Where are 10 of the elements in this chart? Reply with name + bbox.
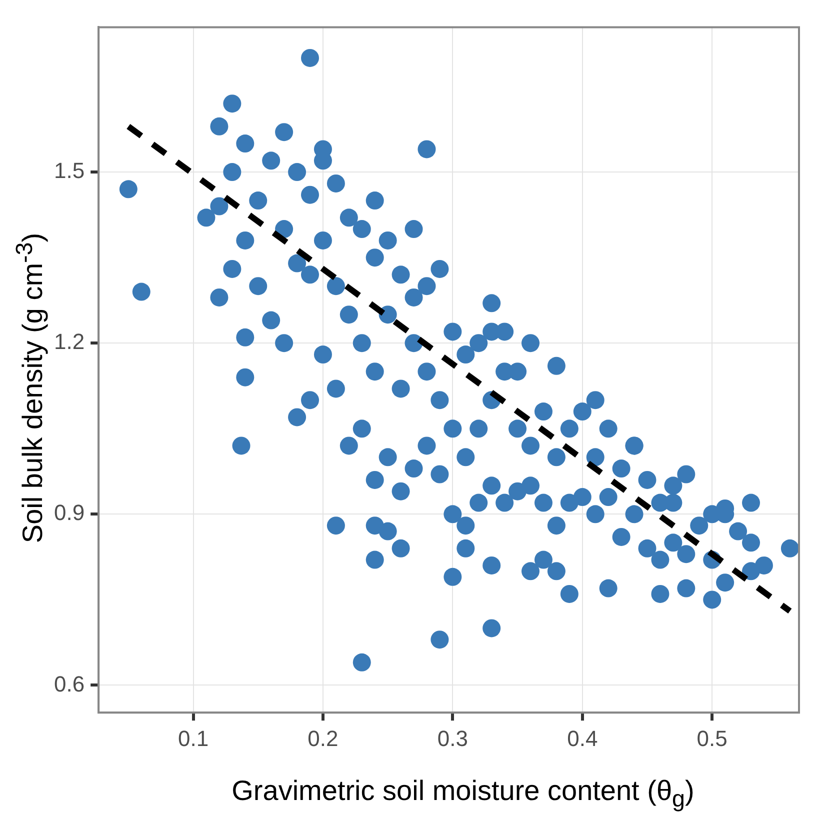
y-tick-label: 1.5: [54, 158, 85, 184]
x-tick-label: 0.2: [308, 726, 338, 751]
x-tick-label: 0.1: [178, 726, 209, 751]
x-axis-title: Gravimetric soil moisture content (θ$_{g}$): [230, 775, 696, 813]
y-tick-label: 0.9: [54, 500, 85, 526]
x-tick-label: 0.3: [437, 726, 468, 751]
x-tick-label: 0.4: [567, 726, 598, 751]
x-tick-label: 0.5: [696, 726, 728, 751]
y-tick-label: 0.6: [54, 671, 85, 696]
y-tick-label: 1.2: [54, 329, 85, 354]
